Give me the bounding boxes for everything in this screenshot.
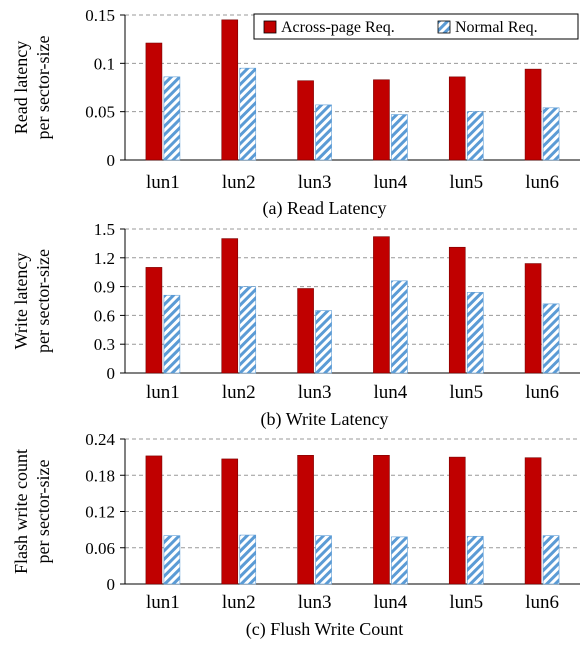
y-tick-label: 0.3: [94, 335, 115, 354]
y-tick-label: 0.12: [85, 503, 115, 522]
bar-normal-req--lun5: [467, 292, 483, 373]
bar-normal-req--lun6: [543, 108, 559, 160]
bar-across-page-req--lun6: [525, 264, 541, 373]
bar-normal-req--lun4: [391, 537, 407, 584]
bar-across-page-req--lun5: [449, 77, 465, 160]
bar-normal-req--lun2: [240, 68, 256, 160]
x-tick-label: lun1: [146, 592, 180, 613]
x-tick-label: lun3: [298, 382, 332, 403]
y-tick-label: 1.5: [94, 220, 115, 239]
bar-across-page-req--lun3: [298, 81, 314, 160]
y-axis-label: per sector-size: [33, 249, 53, 353]
legend-label-normal: Normal Req.: [455, 19, 538, 36]
bar-across-page-req--lun2: [222, 239, 238, 373]
bar-across-page-req--lun4: [373, 80, 389, 160]
y-axis-label: Write latency: [11, 253, 31, 350]
y-axis-label: per sector-size: [33, 459, 53, 563]
legend-label-across: Across-page Req.: [281, 19, 395, 36]
x-tick-label: lun6: [525, 382, 559, 403]
bar-normal-req--lun3: [316, 105, 332, 160]
panel-flush-write-count: 0 0.06 0.12 0.18 0.24 lun1 lun2 lun3 lun4 lun5 lun…: [11, 430, 580, 640]
x-tick-label: lun6: [525, 592, 559, 613]
y-axis-label: per sector-size: [33, 35, 53, 139]
x-tick-label: lun3: [298, 592, 332, 613]
x-tick-label: lun5: [449, 382, 483, 403]
y-tick-label: 1.2: [94, 249, 115, 268]
y-tick-label: 0.06: [85, 539, 115, 558]
bar-across-page-req--lun5: [449, 247, 465, 373]
bar-across-page-req--lun3: [298, 289, 314, 373]
bar-normal-req--lun3: [316, 311, 332, 373]
x-tick-label: lun5: [449, 592, 483, 613]
x-tick-label: lun5: [449, 172, 483, 193]
bar-normal-req--lun4: [391, 115, 407, 160]
y-axis-label: Flash write count: [11, 449, 31, 574]
bar-normal-req--lun6: [543, 536, 559, 584]
x-tick-label: lun4: [374, 382, 408, 403]
bar-across-page-req--lun6: [525, 458, 541, 584]
bar-across-page-req--lun2: [222, 20, 238, 160]
legend: Across-page Req. Normal Req.: [254, 14, 578, 39]
chart-title: (b) Write Latency: [261, 409, 389, 430]
y-tick-label: 0: [107, 575, 116, 594]
bar-across-page-req--lun3: [298, 455, 314, 584]
bar-across-page-req--lun1: [146, 43, 162, 160]
y-tick-label: 0.9: [94, 278, 115, 297]
bar-across-page-req--lun6: [525, 69, 541, 160]
bar-across-page-req--lun2: [222, 459, 238, 584]
x-tick-label: lun4: [374, 592, 408, 613]
chart-title: (c) Flush Write Count: [246, 619, 403, 640]
y-tick-label: 0.24: [85, 430, 115, 449]
x-tick-label: lun2: [222, 382, 256, 403]
x-tick-label: lun3: [298, 172, 332, 193]
y-tick-label: 0.18: [85, 466, 115, 485]
y-tick-label: 0.05: [85, 103, 115, 122]
bar-across-page-req--lun5: [449, 457, 465, 584]
legend-swatch-across: [264, 21, 276, 33]
legend-swatch-normal: [438, 21, 450, 33]
bar-across-page-req--lun4: [373, 455, 389, 584]
bar-across-page-req--lun1: [146, 456, 162, 584]
x-tick-label: lun2: [222, 592, 256, 613]
y-tick-label: 0.15: [85, 6, 115, 25]
y-tick-label: 0.6: [94, 306, 115, 325]
bar-across-page-req--lun4: [373, 237, 389, 373]
bar-normal-req--lun3: [316, 536, 332, 584]
x-tick-label: lun4: [374, 172, 408, 193]
bar-normal-req--lun1: [164, 295, 180, 373]
bar-normal-req--lun6: [543, 304, 559, 373]
x-tick-label: lun1: [146, 172, 180, 193]
y-tick-label: 0: [107, 364, 116, 383]
bar-normal-req--lun1: [164, 77, 180, 160]
bar-normal-req--lun5: [467, 536, 483, 584]
x-tick-label: lun2: [222, 172, 256, 193]
bar-across-page-req--lun1: [146, 267, 162, 373]
chart-title: (a) Read Latency: [263, 198, 387, 219]
y-axis-label: Read latency: [11, 41, 31, 134]
bar-normal-req--lun4: [391, 281, 407, 373]
bar-normal-req--lun5: [467, 112, 483, 160]
x-tick-label: lun6: [525, 172, 559, 193]
y-tick-label: 0.1: [94, 54, 115, 73]
bar-normal-req--lun2: [240, 287, 256, 373]
bar-normal-req--lun2: [240, 535, 256, 584]
y-tick-label: 0: [107, 151, 116, 170]
panel-write-latency: 0 0.3 0.6 0.9 1.2 1.5 lun1 lun2 lun3 lun4 lun5 lun6…: [11, 220, 580, 430]
x-tick-label: lun1: [146, 382, 180, 403]
bar-normal-req--lun1: [164, 536, 180, 584]
